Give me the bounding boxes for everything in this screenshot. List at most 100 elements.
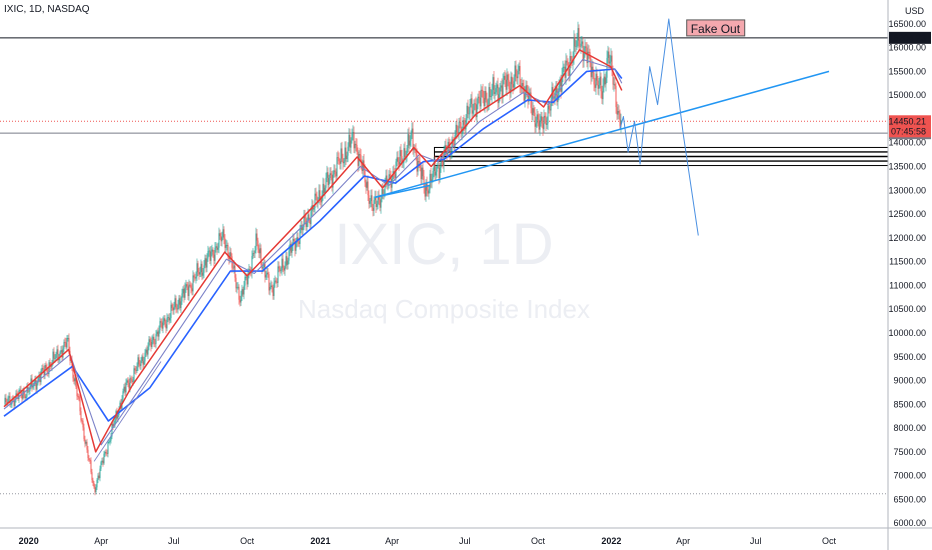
time-tick-label: 2021: [310, 536, 330, 546]
candle-body: [134, 368, 136, 371]
candle-body: [403, 148, 405, 163]
time-tick-label: Jul: [750, 536, 762, 546]
candle-body: [573, 37, 575, 59]
candle-body: [374, 196, 376, 201]
candle-body: [103, 453, 105, 464]
candle-body: [157, 331, 159, 337]
fake-out-label-text: Fake Out: [691, 22, 741, 36]
candle-body: [408, 134, 410, 146]
symbol-title[interactable]: IXIC, 1D, NASDAQ: [4, 4, 90, 15]
candle-body: [276, 281, 278, 283]
candle-body: [514, 65, 516, 82]
candle-body: [258, 249, 260, 254]
time-tick-label: Jul: [168, 536, 180, 546]
candle-body: [299, 229, 301, 244]
candle-body: [559, 80, 561, 86]
candle-body: [448, 141, 450, 146]
candle-body: [181, 293, 183, 302]
candle-body: [184, 287, 186, 298]
candle-body: [468, 113, 470, 115]
candle-body: [294, 240, 296, 251]
candle-body: [217, 247, 219, 250]
time-axis[interactable]: 2020 Apr Jul Oct 2021 Apr Jul Oct 2022 Apr Jul Oct: [19, 536, 837, 546]
candle-body: [81, 420, 83, 422]
candle-body: [195, 276, 197, 279]
candle-body: [609, 61, 611, 64]
candle-body: [535, 123, 537, 127]
candle-body: [75, 378, 77, 387]
candle-body: [135, 370, 137, 371]
candle-body: [416, 154, 418, 172]
candle-body: [137, 357, 139, 367]
candle-body: [100, 462, 102, 469]
price-tick-label: 15500.00: [888, 66, 926, 76]
candle-body: [561, 75, 563, 92]
candle-body: [8, 396, 10, 398]
candle-body: [43, 369, 45, 376]
candle-body: [122, 391, 124, 400]
candle-body: [264, 262, 266, 278]
candle-body: [325, 177, 327, 188]
candle-body: [265, 274, 267, 278]
candle-body: [352, 131, 354, 134]
candle-body: [353, 131, 355, 149]
time-tick-label: Apr: [94, 536, 108, 546]
candle-body: [63, 341, 65, 349]
candle-body: [233, 265, 235, 269]
candle-body: [367, 181, 369, 196]
candle-body: [472, 110, 474, 114]
price-tick-label: 11500.00: [889, 257, 926, 267]
candle-body: [612, 70, 614, 85]
candle-body: [371, 195, 373, 208]
candle-body: [611, 55, 613, 71]
candle-body: [494, 92, 496, 94]
candle-body: [85, 441, 87, 444]
candle-body: [412, 128, 414, 151]
candle-body: [481, 89, 483, 91]
candle-body: [192, 275, 194, 292]
candle-body: [444, 145, 446, 151]
candle-body: [597, 80, 599, 89]
candle-body: [78, 396, 80, 399]
candle-body: [244, 276, 246, 286]
candle-body: [578, 28, 580, 47]
candle-body: [46, 367, 48, 372]
candle-body: [177, 304, 179, 310]
candle-body: [326, 172, 328, 178]
candle-body: [224, 238, 226, 248]
candle-body: [279, 268, 281, 272]
candle-body: [130, 378, 132, 380]
candle-body: [79, 398, 81, 412]
candle-body: [221, 237, 223, 242]
candle-body: [553, 98, 555, 100]
candle-body: [389, 174, 391, 177]
time-tick-label: Jul: [459, 536, 471, 546]
candle-body: [338, 157, 340, 162]
candle-body: [254, 250, 256, 254]
candle-body: [492, 77, 494, 90]
candle-body: [341, 148, 343, 159]
candle-body: [101, 460, 103, 463]
candle-body: [286, 256, 288, 265]
candle-body: [397, 157, 399, 162]
candle-body: [599, 76, 601, 85]
last-price-tag-text: 14450.21: [888, 116, 926, 126]
candle-body: [84, 439, 86, 444]
currency-label: USD: [905, 6, 925, 16]
candle-body: [595, 73, 597, 88]
candle-body: [204, 258, 206, 266]
candle-body: [566, 60, 568, 63]
candle-body: [471, 98, 473, 114]
candle-body: [565, 60, 567, 78]
candle-body: [309, 220, 311, 225]
candle-body: [102, 460, 104, 464]
candle-body: [613, 83, 615, 85]
candle-body: [391, 178, 393, 188]
candle-body: [227, 244, 229, 258]
fake-out-label[interactable]: Fake Out: [686, 19, 746, 37]
candle-body: [257, 240, 259, 250]
candle-body: [378, 195, 380, 200]
candle-body: [478, 96, 480, 98]
candle-body: [483, 97, 485, 106]
